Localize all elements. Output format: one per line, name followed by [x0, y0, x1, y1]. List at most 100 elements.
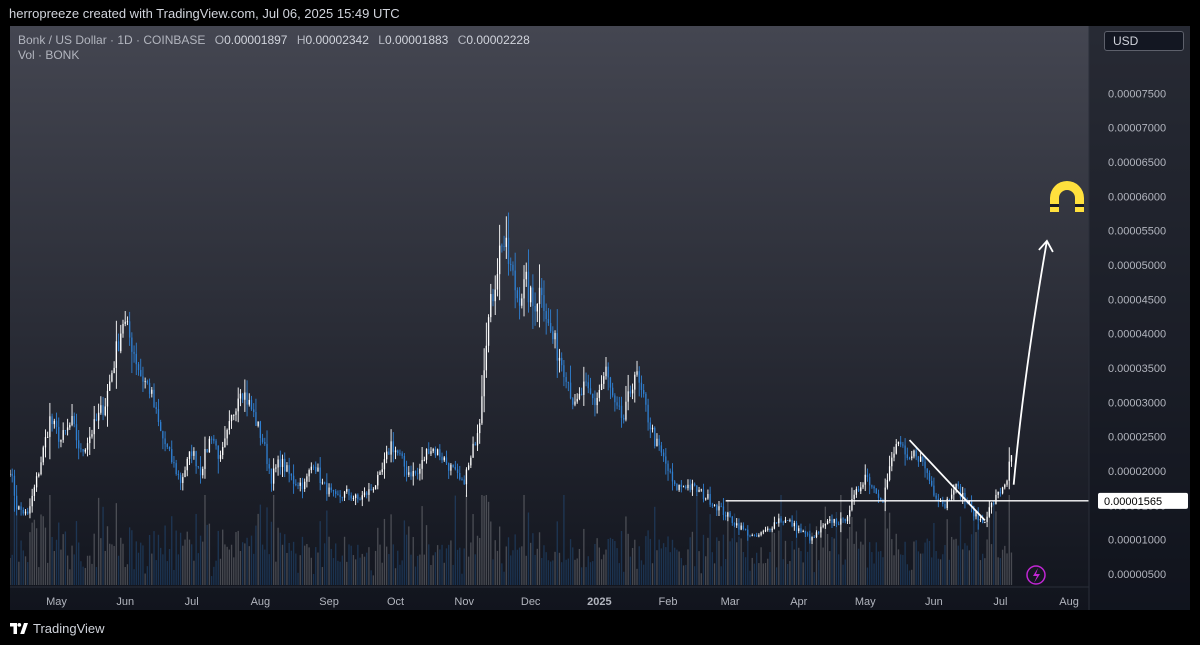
candle [171, 440, 173, 464]
candle [210, 436, 213, 444]
candle [288, 457, 290, 483]
candle [997, 491, 999, 499]
candle [875, 488, 877, 494]
volume-bar [38, 567, 40, 585]
candle [886, 473, 889, 490]
volume-bar [237, 530, 239, 585]
price-chart[interactable]: 0.000005000.000010000.000015000.00002000… [10, 26, 1190, 610]
volume-bar [942, 554, 944, 585]
candle [567, 381, 569, 392]
candle [687, 479, 689, 491]
candle [773, 516, 776, 530]
tradingview-brand[interactable]: TradingView [10, 621, 105, 636]
volume-bar [343, 536, 346, 585]
volume-bar [979, 560, 982, 585]
volume-bar [623, 571, 625, 585]
candle [354, 493, 357, 506]
volume-bar [815, 526, 818, 585]
candle [844, 518, 846, 524]
volume-bar [587, 556, 589, 585]
volume-bar [13, 497, 16, 585]
volume-bar [718, 540, 720, 585]
volume-bar [835, 511, 838, 585]
lightning-icon[interactable] [1026, 565, 1046, 585]
volume-bar [888, 512, 891, 585]
volume-bar [753, 563, 756, 585]
candle [89, 427, 91, 455]
volume-bar [953, 539, 955, 585]
price-tick-label: 0.00002000 [1108, 466, 1166, 478]
volume-bar [414, 566, 417, 585]
candle [239, 389, 242, 407]
volume-bar [31, 522, 33, 585]
candle [328, 483, 330, 497]
volume-bar [436, 545, 439, 585]
volume-bar [370, 570, 372, 585]
volume-bar [543, 545, 545, 585]
candle [346, 485, 348, 494]
candle [49, 402, 51, 460]
candle [363, 487, 366, 498]
volume-bar [55, 539, 58, 585]
candle [359, 497, 361, 501]
volume-bar [592, 561, 594, 585]
candle [277, 455, 279, 476]
price-tick-label: 0.00003000 [1108, 397, 1166, 409]
volume-bar [47, 562, 49, 585]
volume-bar [959, 516, 962, 585]
volume-bar [793, 549, 795, 585]
candle [69, 422, 71, 430]
volume-bar [536, 548, 538, 585]
ohlc-line: Bonk / US Dollar · 1D · COINBASE O0.0000… [18, 33, 530, 48]
candle [549, 309, 552, 334]
trend-line[interactable] [908, 439, 986, 522]
currency-selector[interactable]: USD [1104, 31, 1184, 51]
volume-bar [948, 559, 951, 585]
chart-area[interactable]: 0.000005000.000010000.000015000.00002000… [10, 26, 1190, 610]
candle [494, 275, 496, 316]
volume-bar [27, 562, 29, 585]
candle [381, 462, 383, 475]
candle [984, 521, 986, 524]
volume-bar [445, 548, 448, 585]
price-tick-label: 0.00007500 [1108, 88, 1166, 100]
projection-arrow[interactable] [1012, 239, 1054, 485]
candle [113, 361, 115, 374]
volume-bar [350, 545, 352, 585]
volume-bar [348, 544, 350, 585]
volume-bar [811, 532, 813, 585]
candle [580, 387, 583, 396]
volume-bar [42, 516, 44, 585]
volume-bar [780, 495, 782, 585]
candle [623, 414, 625, 424]
candle [286, 462, 288, 473]
volume-bar [168, 549, 171, 585]
candle [758, 533, 760, 538]
candle [959, 483, 962, 501]
volume-bar [20, 540, 22, 585]
volume-bar [374, 550, 377, 585]
candle [636, 360, 638, 377]
candle [257, 421, 259, 428]
volume-bar [295, 553, 297, 585]
price-tick-label: 0.00000500 [1108, 569, 1166, 581]
volume-bar [857, 548, 860, 585]
candle [523, 265, 525, 317]
volume-bar [472, 514, 474, 585]
time-axis[interactable]: May Jun Jul Aug Sep Oct Nov Dec 2025 Feb Mar Apr May… [46, 596, 1079, 608]
candle [388, 448, 390, 455]
candle [66, 418, 69, 436]
candle [857, 485, 860, 493]
volume-bar [383, 518, 386, 585]
drawings[interactable] [725, 239, 1089, 522]
tradingview-logo-icon [10, 622, 28, 634]
volume-bar [476, 535, 479, 585]
volume-bar [514, 534, 516, 585]
volume-bar [366, 552, 368, 585]
candle [813, 535, 815, 539]
volume-bar [800, 551, 802, 585]
volume-bar [866, 567, 869, 585]
volume-bar [483, 495, 485, 585]
candle [199, 456, 202, 484]
candle [148, 378, 151, 399]
